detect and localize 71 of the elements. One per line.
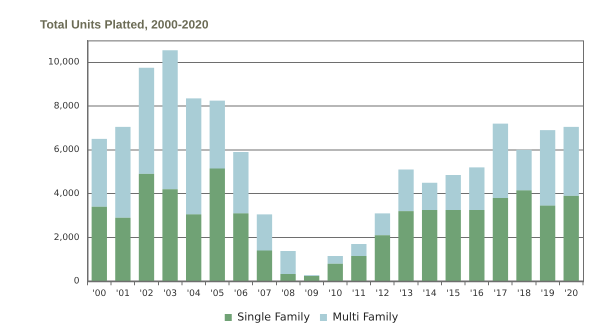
bar bbox=[374, 213, 390, 236]
bar bbox=[516, 150, 532, 190]
bar bbox=[422, 210, 438, 281]
bar bbox=[280, 274, 296, 281]
y-tick-label: 6,000 bbox=[54, 145, 80, 156]
x-tick-label: '00 bbox=[92, 288, 107, 299]
bar bbox=[256, 250, 272, 281]
x-tick-label: '17 bbox=[493, 288, 508, 299]
x-tick-label: '05 bbox=[210, 288, 224, 299]
bar bbox=[351, 256, 367, 281]
y-tick-label: 4,000 bbox=[54, 188, 80, 199]
bar bbox=[138, 174, 154, 281]
x-tick-label: '03 bbox=[163, 288, 178, 299]
bar bbox=[162, 50, 178, 190]
bar bbox=[492, 124, 508, 198]
bar bbox=[138, 68, 154, 174]
bar bbox=[564, 196, 579, 281]
bar bbox=[115, 218, 131, 281]
x-tick-label: '07 bbox=[257, 288, 272, 299]
bar bbox=[304, 276, 320, 281]
bar bbox=[328, 256, 343, 264]
x-tick-label: '19 bbox=[540, 288, 555, 299]
bar bbox=[516, 190, 532, 281]
bar bbox=[540, 206, 556, 281]
bar bbox=[398, 211, 414, 281]
y-tick-label: 2,000 bbox=[54, 232, 80, 243]
legend-label: Single Family bbox=[237, 310, 310, 324]
bar bbox=[328, 264, 343, 281]
x-tick-label: '01 bbox=[116, 288, 130, 299]
x-tick-label: '18 bbox=[517, 288, 532, 299]
bar bbox=[233, 213, 249, 281]
bar bbox=[564, 126, 579, 196]
bar bbox=[162, 189, 178, 281]
bar bbox=[446, 210, 461, 281]
bar bbox=[492, 198, 508, 281]
bar bbox=[280, 250, 296, 274]
x-tick-label: '16 bbox=[470, 288, 484, 299]
x-tick-label: '20 bbox=[564, 288, 578, 299]
bar bbox=[92, 138, 107, 207]
x-tick-label: '09 bbox=[304, 288, 319, 299]
bar bbox=[469, 210, 484, 281]
chart-title: Total Units Platted, 2000-2020 bbox=[40, 18, 209, 32]
legend-label: Multi Family bbox=[332, 310, 399, 324]
x-tick-label: '13 bbox=[399, 288, 413, 299]
x-tick-label: '02 bbox=[140, 288, 154, 299]
bar bbox=[469, 167, 484, 210]
x-tick-label: '11 bbox=[352, 288, 366, 299]
bar bbox=[210, 168, 225, 281]
y-tick-label: 10,000 bbox=[48, 58, 80, 68]
bar bbox=[233, 152, 249, 214]
x-tick-label: '15 bbox=[446, 288, 460, 299]
bar bbox=[374, 235, 390, 281]
x-tick-label: '08 bbox=[281, 288, 296, 299]
bar bbox=[351, 244, 367, 256]
x-tick-label: '04 bbox=[186, 288, 201, 299]
y-tick-label: 0 bbox=[74, 276, 80, 287]
bar bbox=[256, 214, 272, 251]
bar bbox=[186, 98, 202, 214]
x-tick-label: '06 bbox=[234, 288, 248, 299]
bar bbox=[398, 170, 414, 212]
y-tick-label: 8,000 bbox=[54, 101, 80, 112]
bar bbox=[540, 130, 556, 206]
bar bbox=[115, 126, 131, 218]
bar bbox=[186, 214, 202, 281]
x-tick-label: '14 bbox=[422, 288, 437, 299]
x-tick-label: '12 bbox=[375, 288, 390, 299]
bar bbox=[210, 100, 225, 168]
bar bbox=[446, 175, 461, 210]
x-tick-label: '10 bbox=[328, 288, 342, 299]
bar bbox=[422, 182, 438, 210]
bar bbox=[92, 206, 107, 281]
